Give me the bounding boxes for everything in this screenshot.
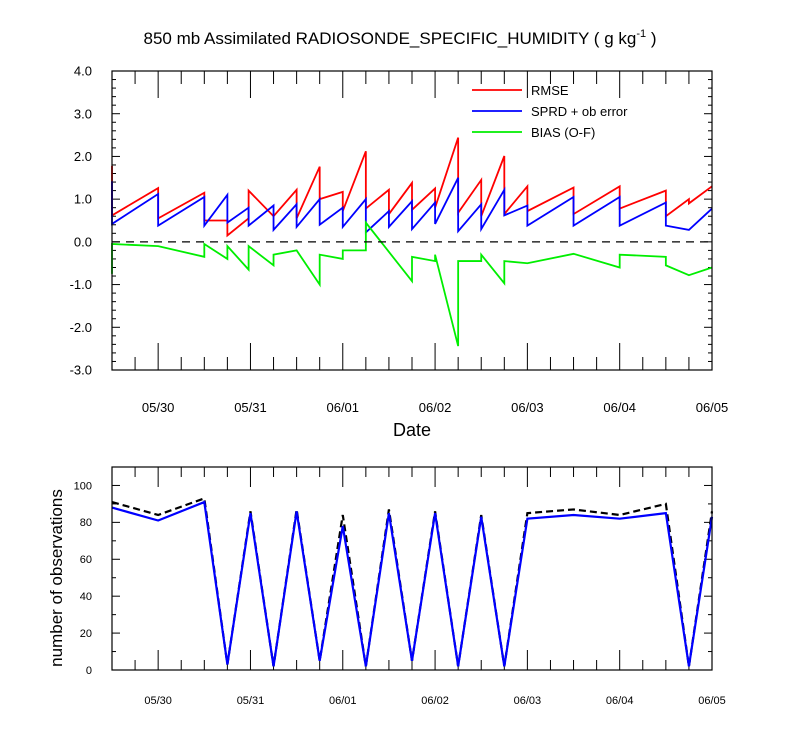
series-line-sprd-ob-error: [111, 177, 713, 235]
bottom-tick-labels: 05/30 05/31 06/01 06/02 06/03 06/04 06/05 0 20 40…: [74, 480, 726, 707]
x-tick-label: 06/04: [606, 695, 634, 707]
series-line-possible: [111, 496, 714, 667]
y-tick-label: 0.0: [74, 234, 92, 249]
x-tick-label: 05/31: [234, 400, 267, 415]
chart-title: 850 mb Assimilated RADIOSONDE_SPECIFIC_H…: [144, 28, 657, 48]
y-tick-label: 2.0: [74, 149, 92, 164]
x-tick-label: 06/01: [329, 695, 357, 707]
legend: RMSE SPRD + ob error BIAS (O-F): [472, 83, 628, 140]
series-line-rmse: [111, 137, 713, 238]
x-tick-label: 06/03: [511, 400, 544, 415]
bottom-axis-ticks: [111, 467, 713, 671]
bottom-plot-frame: [111, 466, 713, 671]
x-tick-label: 05/30: [142, 400, 175, 415]
x-tick-label: 06/04: [603, 400, 636, 415]
y-tick-label: -1.0: [70, 277, 92, 292]
x-tick-label: 06/05: [698, 695, 726, 707]
top-tick-labels: 05/30 05/31 06/01 06/02 06/03 06/04 06/05 -3.0 -…: [70, 64, 729, 415]
y-axis-label-observations: number of observations: [47, 489, 66, 667]
y-tick-label: 0: [86, 665, 92, 677]
y-tick-label: 60: [80, 554, 92, 566]
series-line-bias-o-f: [111, 220, 713, 347]
legend-label: SPRD + ob error: [531, 104, 628, 119]
x-tick-label: 06/02: [419, 400, 452, 415]
y-tick-label: 4.0: [74, 64, 92, 79]
legend-label: RMSE: [531, 83, 569, 98]
x-tick-label: 05/31: [237, 695, 265, 707]
top-axis-ticks: [111, 70, 713, 371]
x-tick-label: 06/02: [421, 695, 449, 707]
series-line-used: [111, 500, 714, 667]
y-tick-label: 20: [80, 628, 92, 640]
y-tick-label: -3.0: [70, 363, 92, 378]
bottom-plot-series: [111, 496, 714, 667]
y-tick-label: 100: [74, 480, 92, 492]
y-tick-label: 40: [80, 591, 92, 603]
x-axis-label: Date: [393, 420, 431, 440]
y-tick-label: 3.0: [74, 106, 92, 121]
y-tick-label: -2.0: [70, 320, 92, 335]
legend-label: BIAS (O-F): [531, 125, 595, 140]
x-tick-label: 06/01: [326, 400, 359, 415]
top-plot-series: [111, 137, 713, 347]
x-tick-label: 06/03: [514, 695, 542, 707]
y-tick-label: 80: [80, 517, 92, 529]
x-tick-label: 05/30: [144, 695, 172, 707]
x-tick-label: 06/05: [696, 400, 729, 415]
top-plot-frame: [111, 70, 713, 371]
y-tick-label: 1.0: [74, 192, 92, 207]
